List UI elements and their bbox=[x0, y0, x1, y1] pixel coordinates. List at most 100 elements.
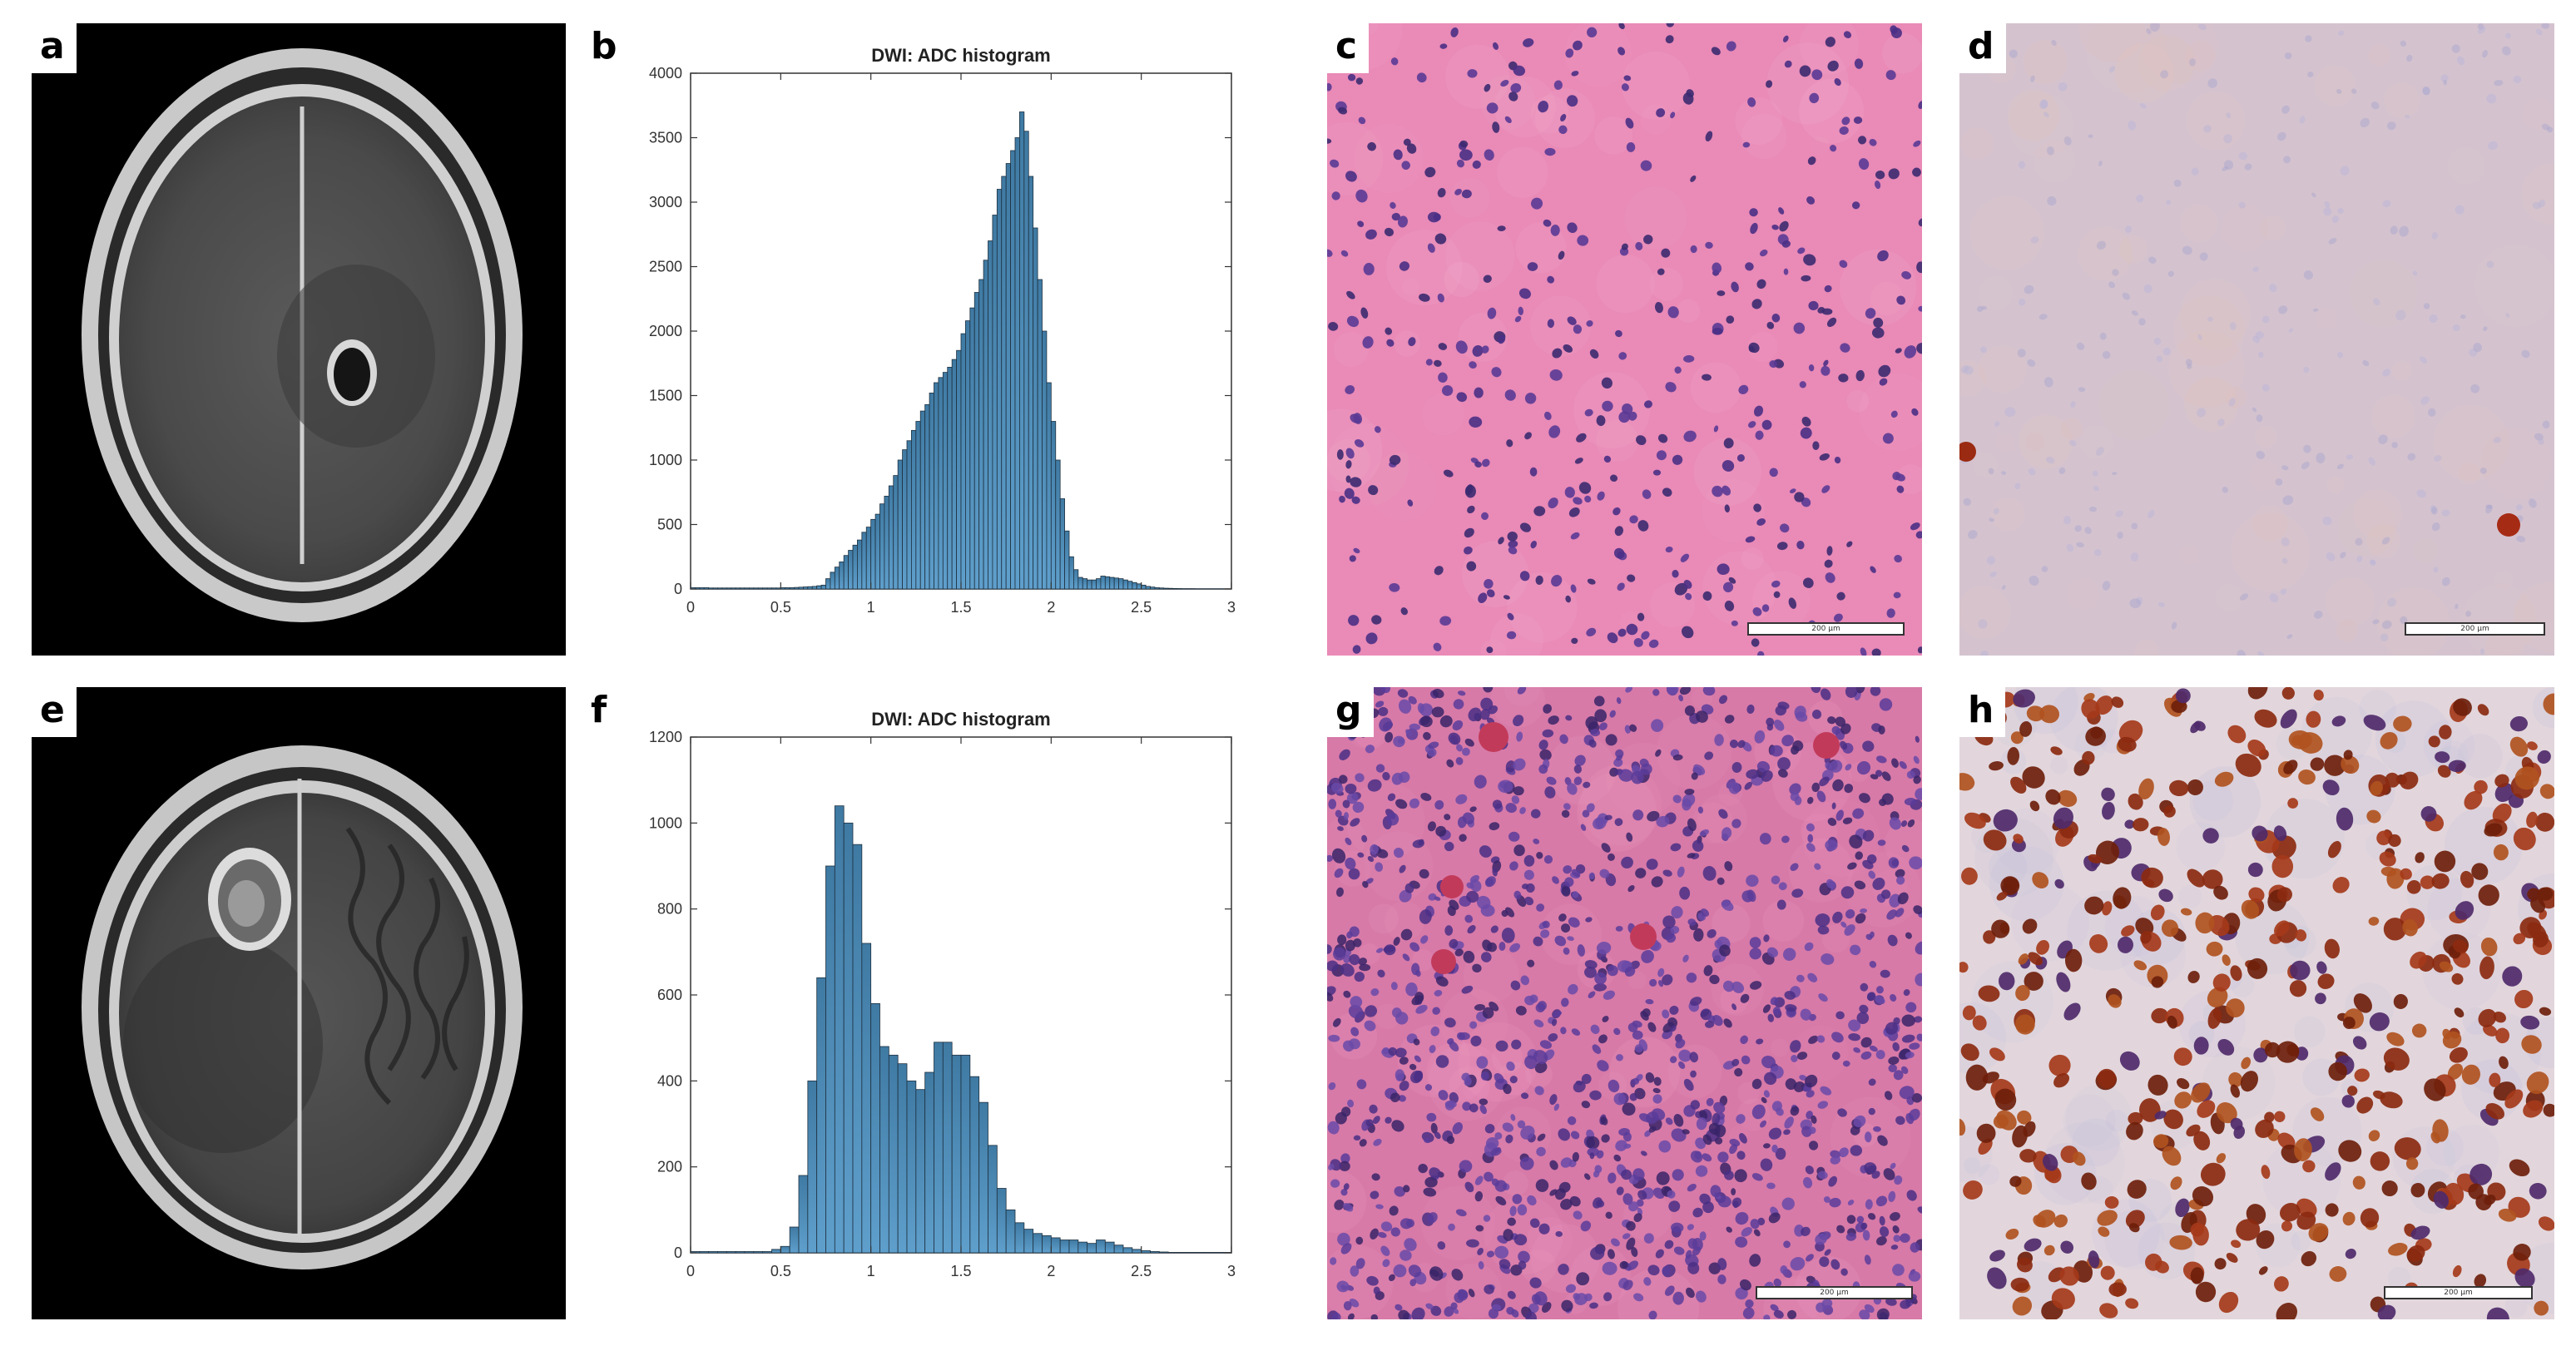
y-tick-label: 4000 bbox=[649, 65, 682, 82]
histogram-bar bbox=[1005, 163, 1011, 590]
scale-bar-label-g: 200 µm bbox=[1820, 1289, 1849, 1297]
histogram-bar bbox=[1023, 1229, 1034, 1254]
x-tick-label: 2 bbox=[1047, 599, 1055, 616]
histogram-bar bbox=[703, 587, 710, 590]
histogram-bar bbox=[1132, 581, 1137, 590]
histogram-bar bbox=[1212, 1252, 1223, 1254]
histogram-bar bbox=[897, 1063, 908, 1254]
histogram-bar bbox=[753, 587, 759, 590]
histogram-bar bbox=[811, 586, 818, 590]
cell-nuclei bbox=[1327, 687, 1922, 1319]
he-stain-image-g bbox=[1327, 687, 1922, 1319]
histogram-bar bbox=[807, 1080, 818, 1254]
panel-a-mri: a bbox=[32, 23, 566, 656]
x-tick-label: 0.5 bbox=[770, 599, 791, 616]
cell-nuclei bbox=[1959, 687, 2554, 1319]
histogram-bar bbox=[1087, 579, 1092, 590]
y-tick-label: 200 bbox=[657, 1159, 682, 1175]
histogram-bar bbox=[798, 1175, 809, 1254]
histogram-bar bbox=[1132, 1249, 1142, 1254]
histogram-bar bbox=[973, 292, 980, 590]
x-tick-label: 2.5 bbox=[1131, 1263, 1152, 1279]
histogram-bar bbox=[1172, 587, 1178, 590]
x-tick-label: 1 bbox=[867, 1263, 875, 1279]
panel-letter-f: f bbox=[582, 687, 619, 737]
histogram-bar bbox=[857, 539, 863, 590]
scale-bar-label-d: 200 µm bbox=[2460, 625, 2489, 633]
y-tick-label: 3000 bbox=[649, 194, 682, 210]
histogram-bar bbox=[1096, 578, 1102, 590]
histogram-bar bbox=[1096, 1240, 1106, 1254]
histogram-bar bbox=[1068, 1240, 1079, 1254]
histogram-bar bbox=[992, 215, 998, 590]
panel-letter-h: h bbox=[1959, 687, 2006, 737]
histogram-bar bbox=[960, 333, 966, 590]
histogram-bar bbox=[1042, 330, 1048, 590]
histogram-bar bbox=[996, 1188, 1007, 1254]
panel-h-ihc-stain: h 200 µm bbox=[1959, 687, 2554, 1319]
histogram-bar bbox=[717, 1251, 727, 1254]
y-tick-label: 2000 bbox=[649, 323, 682, 339]
panel-e-mri: e bbox=[32, 687, 566, 1319]
histogram-bar bbox=[771, 1249, 781, 1254]
panel-letter-c: c bbox=[1327, 23, 1370, 73]
histogram-bar bbox=[978, 279, 984, 590]
histogram-bar bbox=[789, 587, 795, 590]
histogram-bar bbox=[1073, 569, 1079, 590]
y-tick-label: 1500 bbox=[649, 388, 682, 404]
histogram-bar bbox=[870, 1002, 880, 1254]
histogram-bar bbox=[1059, 1240, 1070, 1254]
histogram-bar bbox=[834, 805, 845, 1254]
histogram-bar bbox=[1195, 1252, 1205, 1254]
histogram-bar bbox=[780, 1245, 790, 1254]
chart-b-svg: DWI: ADC histogram 0 0.5 1 1.5 2 2.5 3 0 500 1000 1… bbox=[649, 45, 1236, 616]
scale-bar-d: 200 µm bbox=[2405, 622, 2545, 636]
cell-nuclei bbox=[1959, 23, 2554, 656]
chart-title-b: DWI: ADC histogram bbox=[871, 45, 1051, 66]
histogram-bar bbox=[874, 513, 880, 590]
histogram-bar bbox=[1177, 1252, 1187, 1254]
y-tick-label: 1200 bbox=[649, 729, 682, 745]
y-tick-label: 600 bbox=[657, 987, 682, 1003]
histogram-bar bbox=[902, 449, 908, 590]
x-tick-label: 1.5 bbox=[950, 1263, 971, 1279]
scale-bar-label-c: 200 µm bbox=[1811, 625, 1840, 633]
histogram-bar bbox=[924, 403, 930, 590]
panel-b-histogram: b DWI: ADC histogram 0 0.5 1 1.5 2 2.5 3 0 500 100… bbox=[582, 23, 1248, 656]
histogram-bar bbox=[726, 1251, 736, 1254]
histogram-bar bbox=[1014, 137, 1020, 590]
y-tick-label: 2500 bbox=[649, 259, 682, 275]
y-tick-label: 500 bbox=[657, 517, 682, 533]
histogram-bar bbox=[1141, 1250, 1151, 1254]
histogram-bar bbox=[789, 1226, 800, 1254]
histogram-bar bbox=[1005, 1209, 1016, 1254]
histogram-bar bbox=[843, 822, 854, 1254]
panel-g-he-stain: g 200 µm bbox=[1327, 687, 1922, 1319]
y-tick-label: 3500 bbox=[649, 130, 682, 146]
histogram-bar bbox=[1023, 131, 1029, 590]
histogram-bar bbox=[816, 585, 822, 590]
histogram-bar bbox=[996, 189, 1003, 590]
histogram-bar bbox=[757, 587, 764, 590]
histogram-bar bbox=[1037, 279, 1043, 590]
histogram-bar bbox=[924, 1071, 934, 1254]
histogram-bar bbox=[893, 475, 899, 590]
histogram-bar bbox=[798, 586, 804, 590]
histogram-bar bbox=[1154, 587, 1160, 590]
histogram-bar bbox=[1068, 556, 1074, 590]
histogram-bar bbox=[771, 587, 777, 590]
histogram-bar bbox=[929, 392, 934, 590]
histogram-bar bbox=[785, 587, 790, 590]
histogram-bar bbox=[708, 587, 714, 590]
histogram-bar bbox=[762, 587, 768, 590]
x-tick-label: 2.5 bbox=[1131, 599, 1152, 616]
histogram-bar bbox=[879, 1046, 889, 1254]
histogram-bar bbox=[749, 587, 755, 590]
histogram-bar bbox=[1141, 584, 1147, 590]
histogram-bar bbox=[1136, 583, 1142, 590]
histogram-bar bbox=[735, 1251, 746, 1254]
histogram-bar bbox=[721, 587, 727, 590]
panel-f-histogram: f DWI: ADC histogram 0 0.5 1 1.5 2 2.5 3 0 200 400… bbox=[582, 687, 1248, 1319]
histogram-bar bbox=[699, 1251, 710, 1254]
scale-bar-g: 200 µm bbox=[1756, 1286, 1913, 1299]
